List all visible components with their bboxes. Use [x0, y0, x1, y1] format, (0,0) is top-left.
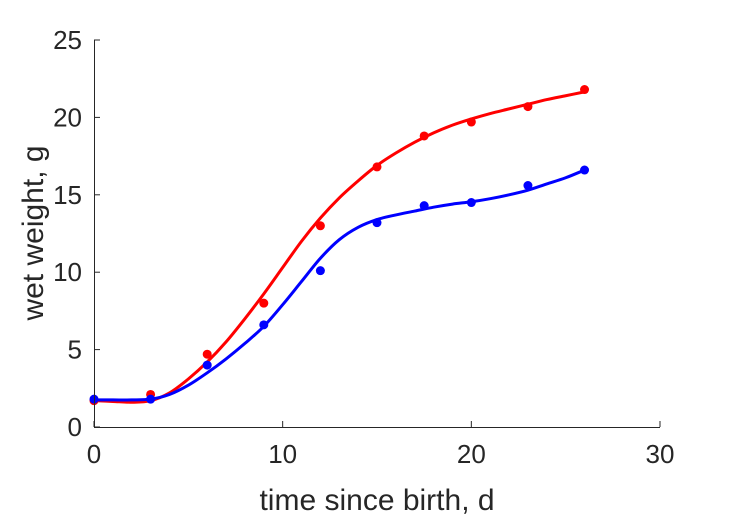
y-axis-title: wet weight, g	[17, 145, 50, 321]
x-tick-label: 30	[646, 439, 675, 469]
x-axis-title: time since birth, d	[259, 484, 494, 517]
y-tick-label: 25	[53, 25, 82, 55]
series-0-data-point	[419, 131, 429, 141]
y-tick-label: 20	[53, 102, 82, 132]
series-1-data-point	[259, 320, 269, 330]
series-1-data-point	[466, 198, 476, 208]
axes	[94, 40, 660, 428]
series-0-data-point	[259, 298, 269, 308]
series-0-data-point	[466, 117, 476, 127]
y-tick-label: 10	[53, 257, 82, 287]
series-0-fit-line	[92, 90, 587, 404]
series-1-data-point	[202, 360, 212, 370]
y-tick-label: 15	[53, 180, 82, 210]
x-ticks: 0 10 20 30	[87, 421, 675, 469]
y-tick-label: 5	[68, 335, 82, 365]
y-ticks: 0 5 10 15 20 25	[53, 25, 100, 442]
series-0-data-point	[315, 221, 325, 231]
x-tick-label: 10	[268, 439, 297, 469]
series-1-data-point	[146, 394, 156, 404]
series-1-data-point	[372, 218, 382, 228]
series-0-data-point	[202, 349, 212, 359]
y-tick-label: 0	[68, 412, 82, 442]
series-1-data-point	[419, 201, 429, 211]
series-1-data-point	[523, 181, 533, 191]
x-tick-label: 0	[87, 439, 101, 469]
series-0-data-point	[523, 102, 533, 112]
series-0-data-point	[372, 162, 382, 172]
series-1-fit-line	[92, 168, 587, 402]
series-1-data-point	[580, 165, 590, 175]
series-0-data-point	[580, 85, 590, 95]
x-tick-label: 20	[457, 439, 486, 469]
series-1-data-point	[315, 266, 325, 276]
plot-area	[89, 85, 590, 406]
